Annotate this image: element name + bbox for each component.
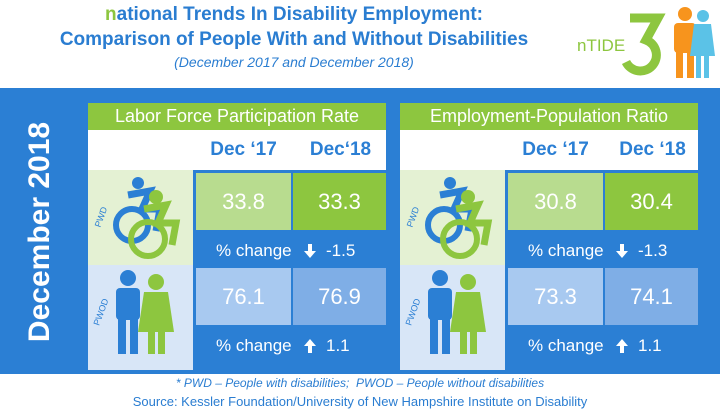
value-cell: 76.9 [293, 268, 386, 325]
panel-title: Employment-Population Ratio [400, 103, 698, 130]
logo-figures [621, 7, 715, 78]
period: (December 2017 and December 2018) [174, 54, 414, 70]
value-cell: 73.3 [508, 268, 603, 325]
value-cell: 33.3 [293, 173, 386, 230]
change-label: % change [216, 336, 292, 355]
value-cell: 30.8 [508, 173, 603, 230]
change-label: % change [528, 336, 604, 355]
column-header-row [88, 130, 386, 170]
value-cell: 76.1 [196, 268, 291, 325]
down-arrow [304, 244, 316, 258]
column-header: Dec‘18 [309, 139, 372, 160]
column-header: Dec ‘18 [619, 139, 686, 160]
pwod-icon [428, 270, 486, 354]
change-label: % change [216, 241, 292, 260]
source: Source: Kessler Foundation/University of… [132, 394, 588, 409]
panel-title: Labor Force Participation Rate [88, 103, 386, 130]
pwod-icon [116, 270, 174, 354]
up-arrow [304, 339, 316, 353]
column-header: Dec ‘17 [522, 139, 589, 160]
value-cell: 33.8 [196, 173, 291, 230]
title: national Trends In Disability Employment… [105, 4, 483, 25]
change-label: % change [528, 241, 604, 260]
pwd-icon [113, 177, 181, 259]
value-cell: 74.1 [605, 268, 698, 325]
pwd-icon [425, 177, 493, 259]
footnote: * PWD – People with disabilities; PWOD –… [175, 376, 545, 390]
side-label: December 2018 [23, 121, 56, 343]
change-value: -1.3 [638, 241, 668, 260]
down-arrow [616, 244, 628, 258]
change-value: 1.1 [326, 336, 350, 355]
subtitle: Comparison of People With and Without Di… [59, 29, 529, 50]
logo-text: nTIDE [577, 36, 626, 55]
value-cell: 30.4 [605, 173, 698, 230]
change-value: -1.5 [326, 241, 356, 260]
column-header-row [400, 130, 698, 170]
column-header: Dec ‘17 [210, 139, 277, 160]
change-value: 1.1 [638, 336, 662, 355]
up-arrow [616, 339, 628, 353]
